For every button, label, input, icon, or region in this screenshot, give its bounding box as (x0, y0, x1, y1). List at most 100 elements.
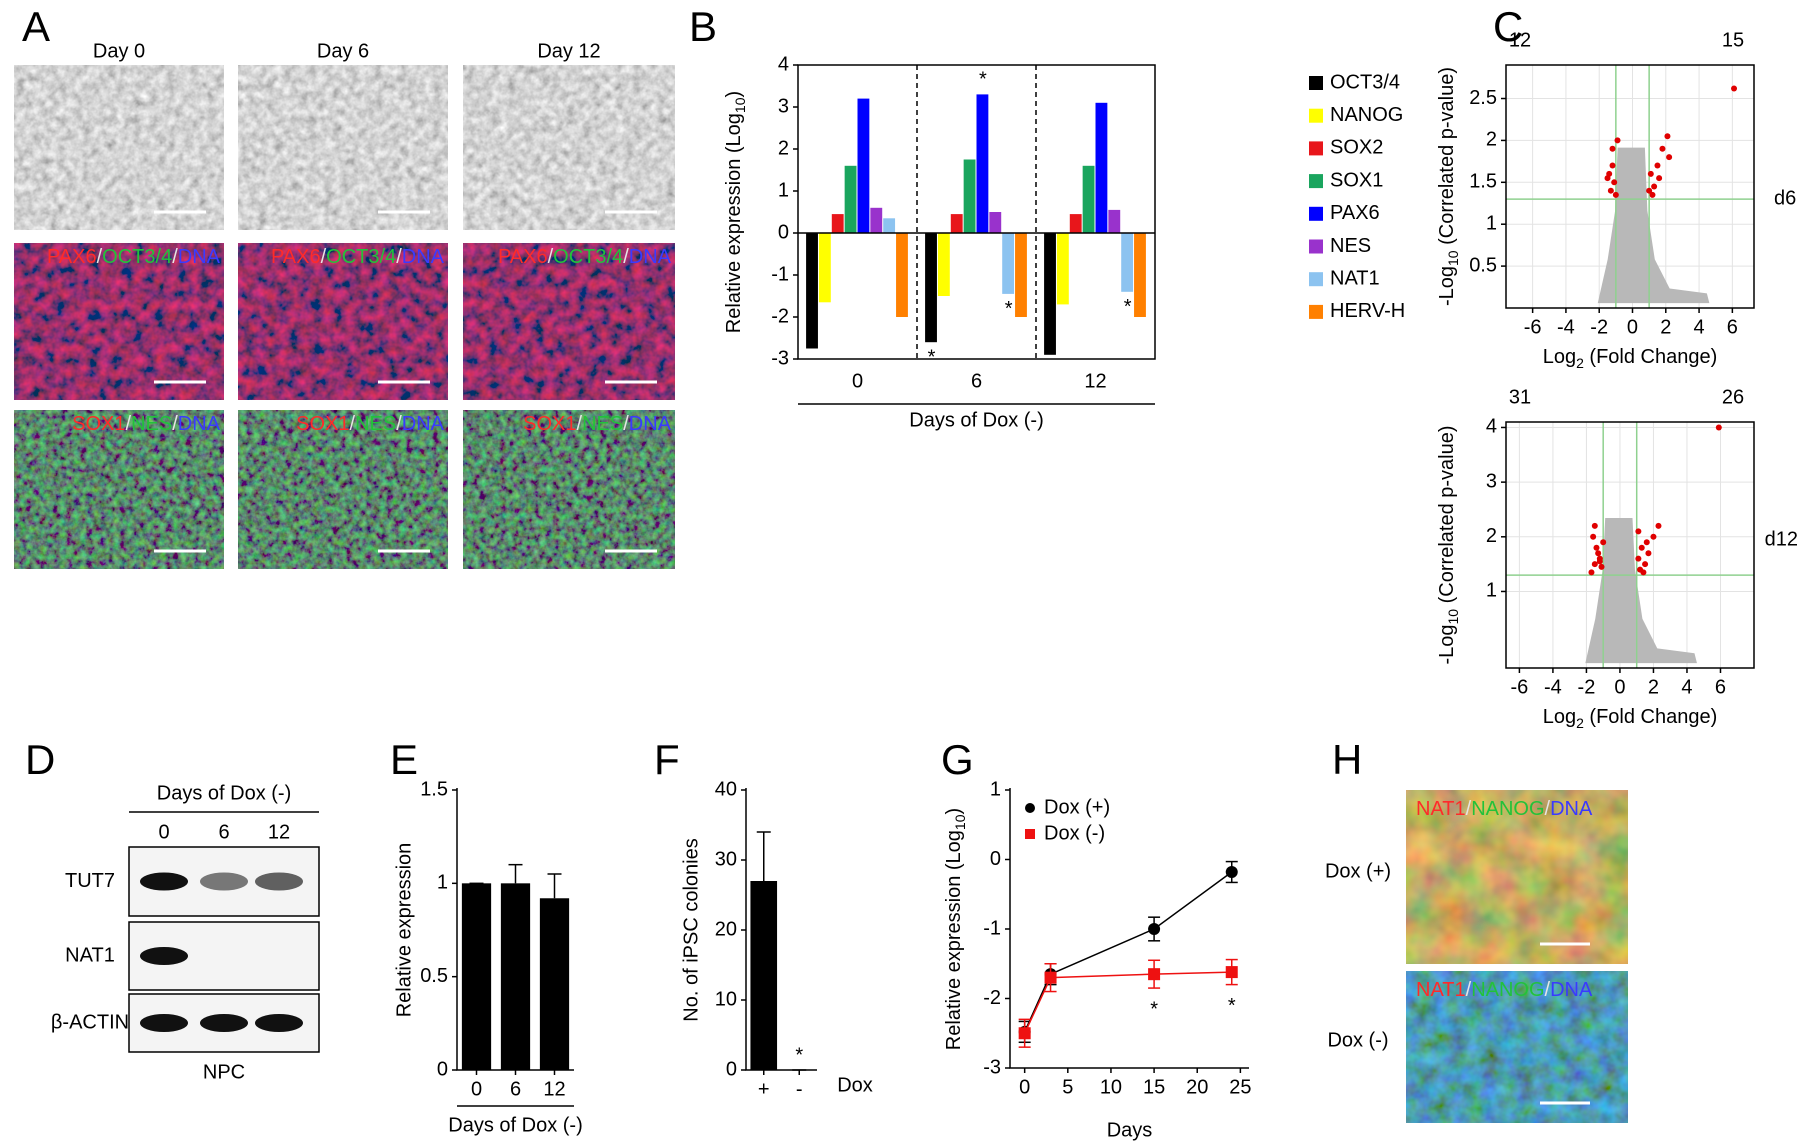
stain-part: NANOG (1471, 979, 1544, 1001)
bar (937, 233, 950, 296)
stain-part: DNA (402, 246, 445, 268)
bar (883, 218, 896, 233)
point (1609, 145, 1616, 152)
point (1643, 539, 1650, 546)
y-axis-label-part: 10 (1445, 609, 1461, 625)
count-label: 15 (1722, 29, 1744, 51)
x-tick-label: 6 (1727, 316, 1738, 338)
stain-part: / (172, 246, 178, 268)
y-tick-label: 2 (1486, 525, 1497, 547)
condition-label: Dox (-) (1327, 1029, 1388, 1051)
stain-part: / (548, 246, 554, 268)
bar (1044, 233, 1056, 355)
x-tick-label: 12 (1084, 370, 1106, 392)
stain-part: OCT3/4 (102, 246, 172, 268)
x-axis-label-part: 2 (1576, 715, 1584, 731)
point (1731, 85, 1738, 92)
x-tick-label: - (796, 1078, 803, 1100)
y-tick-label: 1 (990, 778, 1001, 800)
micrograph (463, 65, 675, 230)
stain-part: DNA (178, 246, 221, 268)
bar (989, 212, 1002, 233)
condition-label: Dox (+) (1325, 860, 1391, 882)
point (1659, 145, 1666, 152)
stain-part: DNA (178, 413, 221, 435)
point (1614, 137, 1621, 144)
micrograph (238, 243, 448, 400)
point (1635, 555, 1642, 562)
legend-swatch (1309, 206, 1323, 221)
count-label: 26 (1722, 386, 1744, 408)
point (1148, 923, 1161, 935)
panel-label: E (390, 736, 418, 783)
x-axis-label: Days (1107, 1119, 1153, 1141)
blot-row-label: TUT7 (65, 870, 115, 892)
point (1642, 561, 1649, 568)
legend-swatch (1309, 76, 1323, 90)
point (1590, 533, 1597, 540)
stain-part: / (396, 413, 402, 435)
axes (1009, 788, 1249, 1069)
point (1612, 191, 1619, 198)
series-line (1023, 971, 1232, 1034)
x-tick-label: + (758, 1078, 770, 1100)
x-tick-label: 6 (510, 1078, 521, 1100)
point (1591, 561, 1598, 568)
point (1588, 569, 1595, 576)
significance-mark: * (928, 346, 936, 368)
micrograph (1406, 790, 1628, 964)
panel-label: G (941, 736, 974, 783)
legend-marker (1025, 803, 1035, 813)
y-tick-label: 4 (778, 53, 789, 75)
point (1600, 539, 1607, 546)
blot-row-label: β-ACTIN (51, 1011, 129, 1033)
stain-part: / (1466, 798, 1472, 820)
stain-part: NAT1 (1416, 798, 1466, 820)
x-tick-label: 2 (1660, 316, 1671, 338)
legend-swatch (1309, 304, 1323, 319)
bar (831, 214, 844, 233)
point (1225, 866, 1238, 879)
point (1647, 170, 1654, 177)
point-cloud (1597, 147, 1710, 304)
bar (1095, 102, 1108, 233)
stain-label: PAX6/OCT3/4/DNA (47, 246, 221, 268)
y-tick-label: 1.5 (1469, 171, 1497, 193)
blot-band (200, 1014, 248, 1032)
stain-part: DNA (1550, 798, 1593, 820)
bar (1015, 233, 1027, 317)
x-axis-label: Log2 (Fold Change) (1543, 706, 1718, 730)
blot-row-label: NAT1 (65, 944, 115, 966)
bar (1082, 165, 1095, 233)
bar (976, 94, 989, 234)
point (1638, 544, 1645, 551)
blot-band (200, 947, 248, 965)
stain-part: / (1545, 798, 1551, 820)
stain-part: / (396, 246, 402, 268)
series-line (1023, 871, 1233, 1033)
bar (896, 233, 908, 317)
panel-label: D (25, 736, 55, 783)
bar (1002, 233, 1015, 294)
bar (1069, 214, 1082, 233)
stain-part: / (97, 246, 103, 268)
x-tick-label: -4 (1544, 676, 1562, 698)
y-tick-label: 0 (726, 1058, 737, 1080)
stain-part: OCT3/4 (326, 246, 396, 268)
y-tick-label: 2 (1486, 129, 1497, 151)
y-axis-label-part: -Log (1436, 624, 1458, 664)
column-header: Day 6 (317, 40, 369, 62)
point (1650, 533, 1657, 540)
y-axis-label: -Log10 (Correlated p-value) (1436, 67, 1460, 306)
x-tick-label: 10 (1100, 1076, 1122, 1098)
panel-label: F (654, 736, 680, 783)
condition-label: d6 (1774, 187, 1796, 209)
blot-band (255, 1014, 303, 1032)
point (1635, 528, 1642, 535)
point (1651, 183, 1658, 190)
point (1640, 569, 1647, 576)
bar (963, 159, 976, 233)
y-tick-label: 0 (990, 848, 1001, 870)
x-tick-label: 6 (1715, 676, 1726, 698)
blot-band (140, 872, 188, 891)
